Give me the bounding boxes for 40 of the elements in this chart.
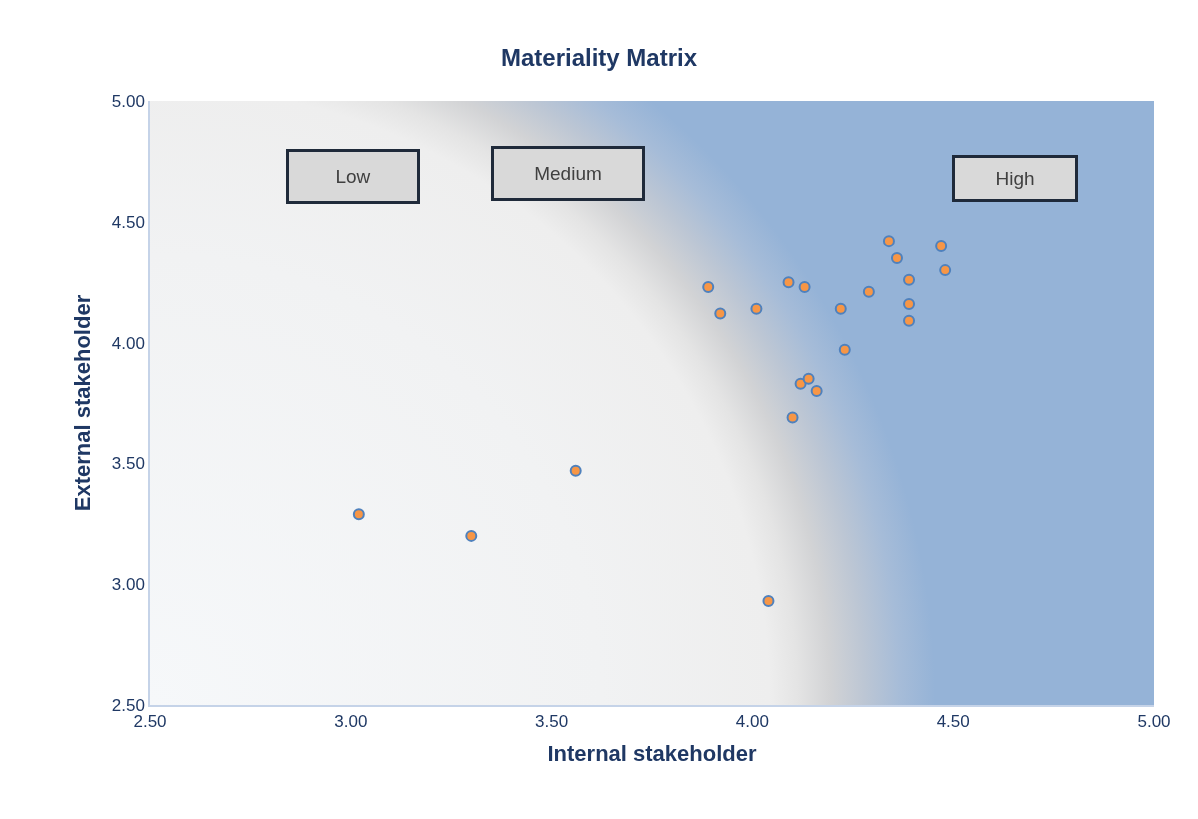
point (903, 314, 916, 327)
x-tick-label: 4.50 (936, 712, 970, 732)
point (762, 595, 775, 608)
x-tick-label: 5.00 (1137, 712, 1171, 732)
point (786, 411, 799, 424)
point (702, 281, 715, 294)
point (882, 235, 895, 248)
point (890, 252, 903, 265)
point (903, 297, 916, 310)
annotation: Low (335, 166, 371, 187)
x-tick-label: 2.50 (133, 712, 167, 732)
y-tick-label: 5.00 (111, 91, 145, 111)
point (750, 302, 763, 315)
x-axis-title: Internal stakeholder (547, 740, 757, 766)
point (569, 464, 582, 477)
point (838, 343, 851, 356)
chart-title: Materiality Matrix (500, 43, 698, 71)
y-axis-title: External stakeholder (70, 294, 96, 512)
y-tick-label: 4.00 (111, 333, 145, 353)
point (834, 302, 847, 315)
point (903, 273, 916, 286)
point (939, 264, 952, 277)
x-tick-label: 3.00 (334, 712, 368, 732)
y-tick-label: 2.50 (111, 695, 145, 715)
x-tick-label: 4.00 (735, 712, 769, 732)
point (935, 239, 948, 252)
point (798, 281, 811, 294)
annotation: Medium (534, 163, 602, 184)
point (810, 384, 823, 397)
y-tick-label: 3.00 (111, 575, 145, 595)
point (352, 508, 365, 521)
y-tick-label: 3.50 (111, 454, 145, 474)
point (782, 276, 795, 289)
x-tick-label: 3.50 (535, 712, 569, 732)
point (802, 372, 815, 385)
point (714, 307, 727, 320)
y-tick-label: 4.50 (111, 212, 145, 232)
point (465, 529, 478, 542)
point (862, 285, 875, 298)
annotation: High (995, 168, 1035, 189)
